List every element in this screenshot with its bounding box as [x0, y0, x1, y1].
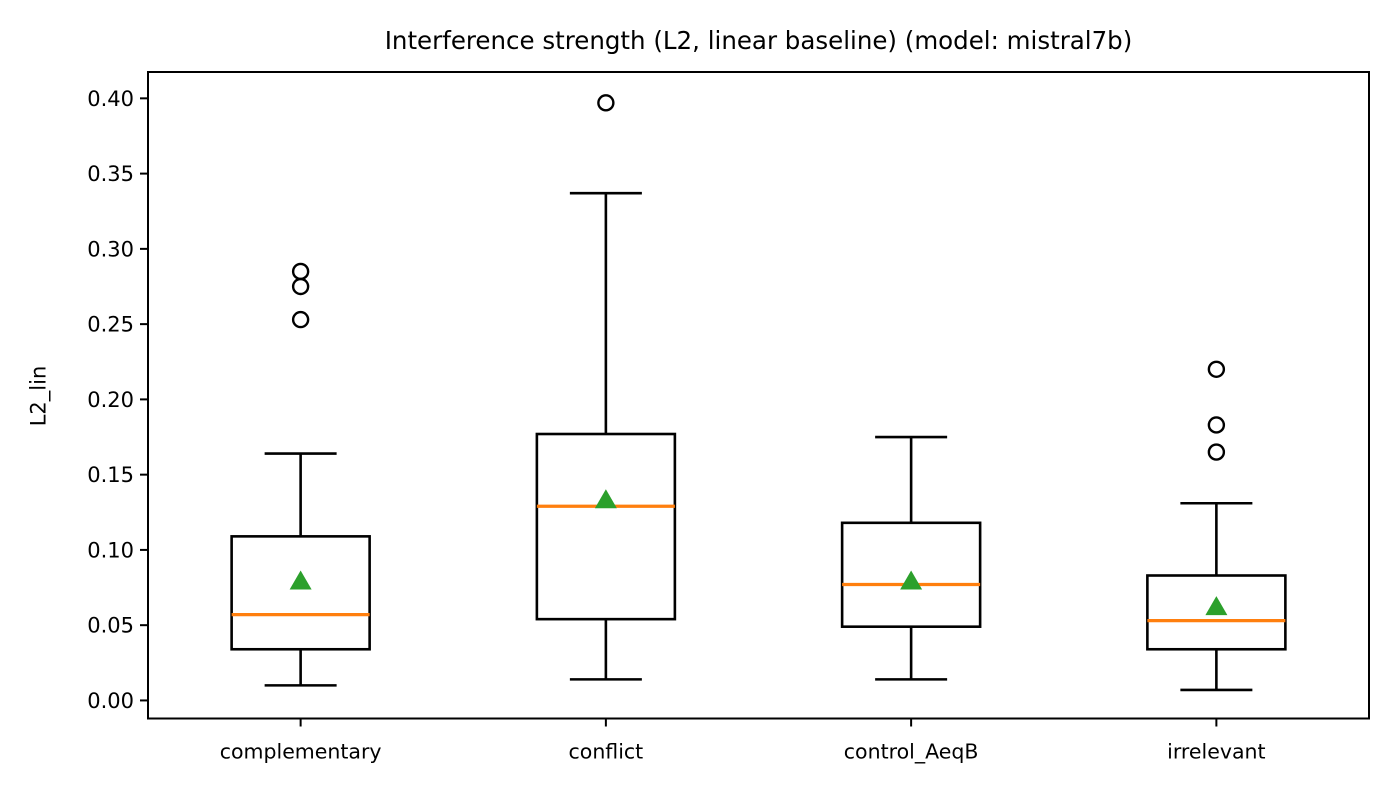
- y-tick-label: 0.30: [87, 237, 134, 261]
- iqr-box: [535, 432, 677, 621]
- x-tick-label: conflict: [569, 740, 644, 764]
- outlier-point: [291, 277, 310, 296]
- axes-frame: [147, 71, 1370, 720]
- mean-marker: [1205, 596, 1228, 616]
- outlier-point: [1207, 360, 1226, 378]
- x-tick-label: control_AeqB: [844, 740, 979, 765]
- mean-marker: [900, 570, 923, 590]
- outlier-point: [1207, 443, 1226, 461]
- iqr-box: [230, 535, 371, 651]
- y-tick-label: 0.20: [87, 388, 134, 412]
- x-tick-label: irrelevant: [1167, 740, 1265, 764]
- outlier-point: [291, 262, 310, 281]
- y-tick-label: 0.15: [87, 463, 134, 487]
- y-tick-label: 0.35: [87, 162, 134, 186]
- y-tick-label: 0.00: [87, 689, 134, 713]
- outlier-point: [597, 94, 615, 112]
- mean-marker: [594, 489, 617, 509]
- outlier-point: [1207, 416, 1226, 434]
- y-tick-label: 0.10: [87, 538, 134, 562]
- y-tick-label: 0.40: [87, 87, 134, 111]
- x-tick-label: complementary: [220, 740, 382, 764]
- y-tick-label: 0.25: [87, 313, 134, 337]
- y-tick-label: 0.05: [87, 614, 134, 638]
- outlier-point: [291, 310, 310, 329]
- mean-marker: [289, 570, 312, 590]
- chart-title: Interference strength (L2, linear baseli…: [384, 26, 1133, 55]
